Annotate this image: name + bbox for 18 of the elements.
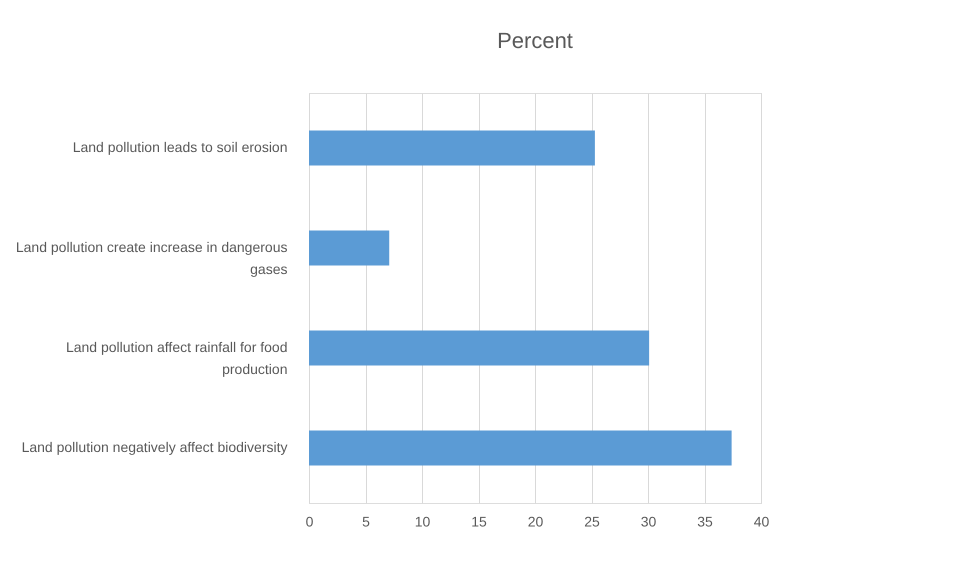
bar — [309, 230, 390, 266]
chart-title: Percent — [497, 28, 573, 53]
x-tick-label: 40 — [754, 514, 770, 530]
x-tick-label: 5 — [362, 514, 370, 530]
y-tick-label: Land pollution affect rainfall for food production — [66, 339, 288, 377]
bar — [309, 430, 732, 466]
x-tick-label: 0 — [306, 514, 314, 530]
x-tick-label: 25 — [584, 514, 600, 530]
x-tick-label: 30 — [640, 514, 656, 530]
x-tick-label: 20 — [528, 514, 544, 530]
x-tick-label: 10 — [414, 514, 430, 530]
bar — [309, 130, 595, 166]
bar — [309, 330, 650, 366]
y-tick-label: Land pollution negatively affect biodiversity — [22, 439, 288, 455]
y-tick-label: Land pollution leads to soil erosion — [72, 139, 288, 155]
x-tick-label: 35 — [697, 514, 713, 530]
x-tick-label: 15 — [471, 514, 487, 530]
y-tick-label: Land pollution create increase in dangerous gases — [16, 239, 288, 277]
